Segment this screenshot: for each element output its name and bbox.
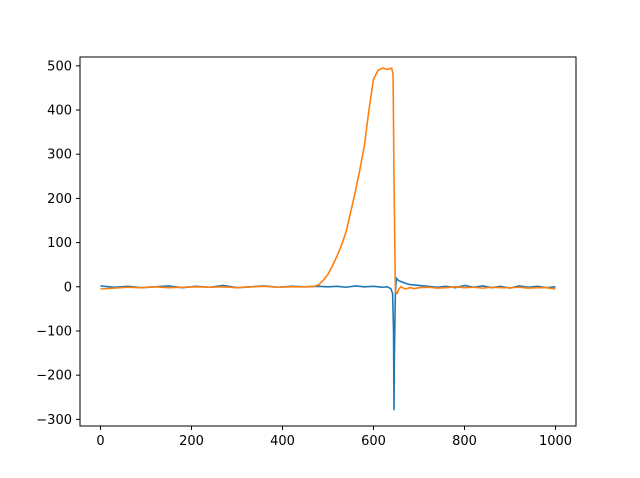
x-tick-label: 0 [96, 434, 104, 449]
y-tick-label: 300 [47, 148, 72, 163]
x-tick-label: 800 [452, 434, 477, 449]
plot-frame [79, 56, 577, 427]
y-tick-label: −200 [36, 369, 72, 384]
y-tick-label: −100 [36, 324, 72, 339]
series-line-2 [100, 67, 556, 295]
y-tick-label: −300 [36, 413, 72, 428]
x-tick-label: 400 [270, 434, 295, 449]
y-tick-label: 500 [47, 59, 72, 74]
y-tick-label: 100 [47, 236, 72, 251]
y-tick-label: 0 [64, 280, 72, 295]
series-layer [100, 67, 556, 411]
x-tick-label: 1000 [539, 434, 572, 449]
x-axis: 0 200 400 600 800 1000 [96, 426, 572, 449]
x-tick-label: 600 [361, 434, 386, 449]
y-axis: −300 −200 −100 0 100 200 300 400 500 [36, 59, 80, 428]
x-tick-label: 200 [179, 434, 204, 449]
y-tick-label: 200 [47, 192, 72, 207]
y-tick-label: 400 [47, 104, 72, 119]
